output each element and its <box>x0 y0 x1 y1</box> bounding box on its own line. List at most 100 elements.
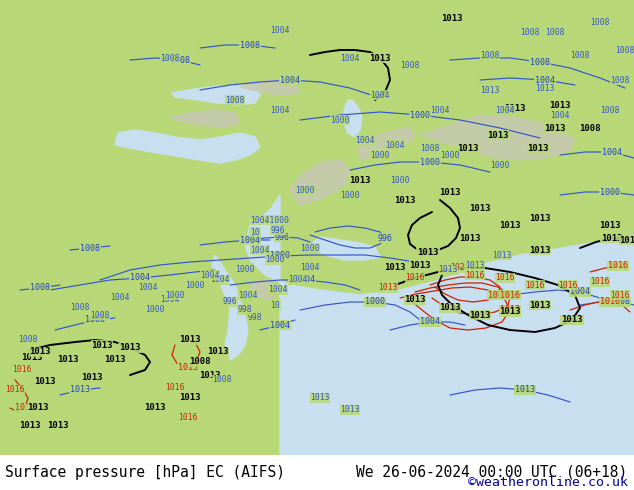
Text: 1013: 1013 <box>48 420 68 430</box>
Text: 1008: 1008 <box>240 41 260 49</box>
Text: 1008: 1008 <box>530 57 550 67</box>
Text: 1004: 1004 <box>240 236 260 245</box>
Polygon shape <box>358 127 415 160</box>
Text: 1013: 1013 <box>457 144 479 152</box>
Text: 10041000: 10041000 <box>250 216 290 224</box>
Text: 1004: 1004 <box>570 288 590 296</box>
Text: 1013: 1013 <box>527 144 549 152</box>
Text: 1000: 1000 <box>420 157 440 167</box>
Text: 1013: 1013 <box>619 236 634 245</box>
Text: 1008: 1008 <box>611 75 630 84</box>
Text: 1004: 1004 <box>355 136 375 145</box>
Text: 1013: 1013 <box>469 311 491 319</box>
Text: 1013: 1013 <box>410 261 430 270</box>
Text: 1016: 1016 <box>465 270 485 279</box>
Text: 1004: 1004 <box>385 141 404 149</box>
Text: We 26-06-2024 00:00 UTC (06+18): We 26-06-2024 00:00 UTC (06+18) <box>356 465 628 480</box>
Text: ©weatheronline.co.uk: ©weatheronline.co.uk <box>468 476 628 490</box>
Text: 1004: 1004 <box>210 275 230 285</box>
Text: 1004: 1004 <box>340 53 359 63</box>
Text: 1000: 1000 <box>600 188 620 196</box>
Text: 1008: 1008 <box>590 18 610 26</box>
Text: 1013: 1013 <box>535 83 555 93</box>
Text: 1004: 1004 <box>160 295 180 304</box>
Polygon shape <box>245 195 634 455</box>
Text: 1004: 1004 <box>535 75 555 84</box>
Text: 1000: 1000 <box>235 266 255 274</box>
Polygon shape <box>172 85 260 105</box>
Text: 1013: 1013 <box>199 370 221 379</box>
Text: 1004: 1004 <box>250 245 269 254</box>
Polygon shape <box>310 237 380 260</box>
Text: 1016: 1016 <box>12 366 32 374</box>
Text: 1000: 1000 <box>145 305 165 315</box>
Text: 1000: 1000 <box>410 111 430 120</box>
Text: 10: 10 <box>270 300 280 310</box>
Text: 1013: 1013 <box>57 356 79 365</box>
Text: 1013: 1013 <box>81 373 103 383</box>
Text: 1004: 1004 <box>288 275 307 285</box>
Text: 1013: 1013 <box>34 377 56 387</box>
Text: 1013: 1013 <box>179 336 201 344</box>
Text: 1004: 1004 <box>420 318 440 326</box>
Text: 1016: 1016 <box>178 414 198 422</box>
Text: 1004: 1004 <box>200 270 220 279</box>
Text: 1016: 1016 <box>5 386 25 394</box>
Text: 1008: 1008 <box>90 311 110 319</box>
Text: 1013: 1013 <box>340 406 359 415</box>
Text: 1004: 1004 <box>270 25 290 34</box>
Text: 1013: 1013 <box>22 353 42 363</box>
Text: 1016: 1016 <box>500 291 520 299</box>
Text: 1013: 1013 <box>378 284 398 293</box>
Text: 1008: 1008 <box>600 105 620 115</box>
Text: 1008: 1008 <box>610 297 630 307</box>
Text: 1013: 1013 <box>70 386 90 394</box>
Text: 1016: 1016 <box>495 273 515 283</box>
Text: 1008: 1008 <box>545 27 565 36</box>
Text: 1008: 1008 <box>420 144 440 152</box>
Text: 1016: 1016 <box>590 277 610 287</box>
Text: 996: 996 <box>377 234 392 243</box>
Text: 1004: 1004 <box>295 275 315 285</box>
Text: 996: 996 <box>271 225 285 235</box>
Text: 1013: 1013 <box>480 85 500 95</box>
Text: 1013: 1013 <box>549 100 571 109</box>
Polygon shape <box>172 110 240 127</box>
Text: 1013: 1013 <box>469 203 491 213</box>
Text: 1013: 1013 <box>529 214 551 222</box>
Text: 1008: 1008 <box>521 27 540 36</box>
Text: 996: 996 <box>223 297 237 307</box>
Text: 1013: 1013 <box>178 364 198 372</box>
Text: 1004: 1004 <box>495 105 515 115</box>
Text: 1004: 1004 <box>270 320 290 329</box>
Text: 1013: 1013 <box>500 305 520 315</box>
Text: 1020: 1020 <box>488 291 508 299</box>
Text: 1013: 1013 <box>438 266 458 274</box>
Text: 10: 10 <box>250 227 260 237</box>
Text: 1013: 1013 <box>465 261 485 270</box>
Text: 1013: 1013 <box>601 234 623 243</box>
Text: 1000: 1000 <box>185 280 205 290</box>
Text: 1008: 1008 <box>480 50 500 59</box>
Text: 1000: 1000 <box>370 150 390 160</box>
Polygon shape <box>115 130 260 163</box>
Text: 1016: 1016 <box>525 280 545 290</box>
Text: 1000: 1000 <box>440 150 460 160</box>
Text: 1008: 1008 <box>615 46 634 54</box>
Text: 1013: 1013 <box>91 341 113 349</box>
Text: 1016: 1016 <box>559 280 578 290</box>
Text: 1004: 1004 <box>430 105 450 115</box>
Text: 1004: 1004 <box>138 284 158 293</box>
Text: 1004: 1004 <box>301 264 320 272</box>
Text: 1008: 1008 <box>160 53 180 63</box>
Text: 1013: 1013 <box>439 303 461 313</box>
Text: 998: 998 <box>248 314 262 322</box>
Text: 1000: 1000 <box>301 244 320 252</box>
Text: 1000: 1000 <box>391 175 410 185</box>
Text: 1000: 1000 <box>270 251 290 261</box>
Text: 1004: 1004 <box>280 75 300 84</box>
Text: 1013: 1013 <box>439 188 461 196</box>
Text: 1016: 1016 <box>608 262 628 270</box>
Text: 1008: 1008 <box>225 96 245 104</box>
Text: 1016: 1016 <box>405 273 425 283</box>
